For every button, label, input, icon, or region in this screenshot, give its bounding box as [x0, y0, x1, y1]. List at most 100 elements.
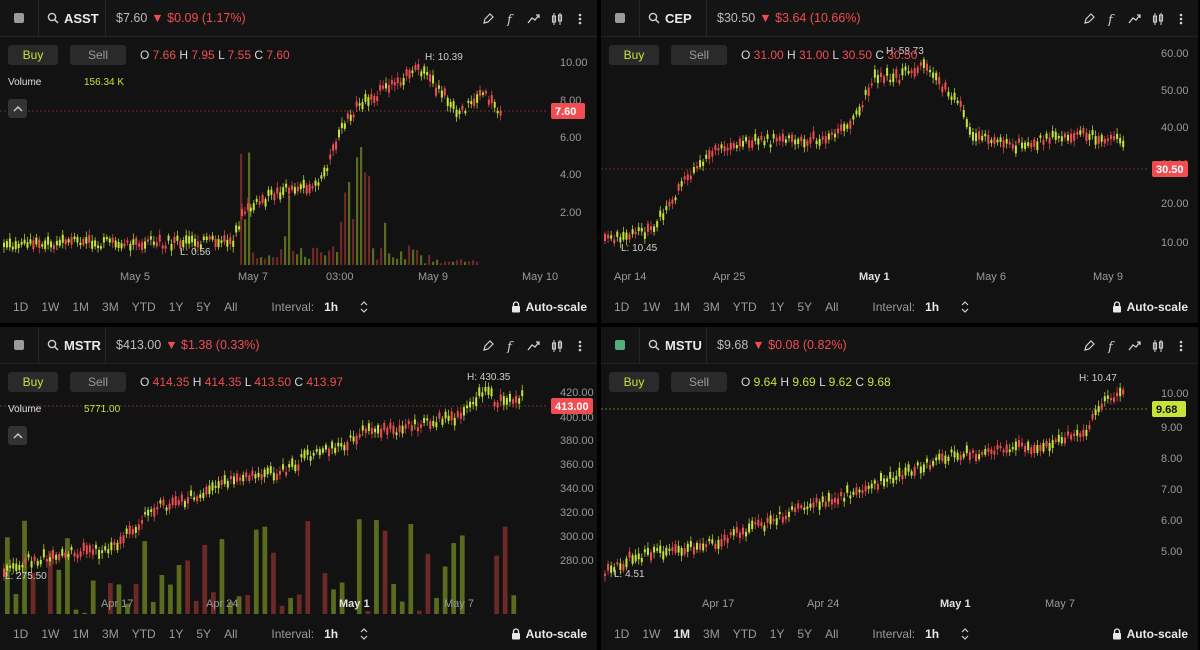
updown-icon[interactable]	[961, 300, 969, 314]
auto-scale-toggle[interactable]: Auto-scale	[1112, 627, 1188, 641]
ohlc-l-value: 30.50	[841, 48, 873, 62]
symbol-search[interactable]: MSTU	[640, 327, 702, 364]
range-5y[interactable]: 5Y	[797, 300, 813, 314]
price-chart[interactable]: H: 10.47 L: 4.51 10.00 9.00 8.00 7.00 6.00 5.00…	[601, 364, 1198, 614]
collapse-button[interactable]	[8, 426, 27, 445]
range-ytd[interactable]: YTD	[732, 627, 757, 641]
candle	[438, 412, 441, 419]
range-1d[interactable]: 1D	[13, 627, 29, 641]
updown-icon[interactable]	[360, 627, 368, 641]
range-1d[interactable]: 1D	[614, 627, 630, 641]
interval-select[interactable]: 1h	[324, 300, 339, 314]
sell-button[interactable]: Sell	[70, 45, 126, 65]
symbol-search[interactable]: CEP	[640, 0, 702, 37]
price-chart[interactable]: H: 58.73L: 10.4560.0050.0040.0030.0020.0…	[601, 37, 1198, 287]
interval-select[interactable]: 1h	[925, 300, 940, 314]
candle	[607, 234, 610, 239]
range-all[interactable]: All	[224, 627, 238, 641]
more-menu-icon[interactable]	[573, 339, 587, 353]
range-1m[interactable]: 1M	[72, 300, 90, 314]
function-icon[interactable]: f	[504, 12, 518, 26]
range-ytd[interactable]: YTD	[131, 300, 156, 314]
y-tick-label: 340.00	[560, 483, 594, 495]
price-chart[interactable]: H: 430.35 L: 275.50 420.00 400.00 380.00 360.…	[0, 364, 597, 614]
range-bar: 1D 1W 1M 3M YTD 1Y 5Y All Interval: 1h Auto-scale	[601, 623, 1198, 645]
candle	[300, 454, 303, 458]
range-1m[interactable]: 1M	[673, 627, 691, 641]
range-1d[interactable]: 1D	[13, 300, 29, 314]
range-5y[interactable]: 5Y	[196, 627, 212, 641]
candle	[604, 233, 606, 242]
range-ytd[interactable]: YTD	[732, 300, 757, 314]
range-all[interactable]: All	[825, 627, 839, 641]
function-icon[interactable]: f	[1105, 339, 1119, 353]
updown-icon[interactable]	[360, 300, 368, 314]
candle	[837, 128, 840, 134]
panel-select-checkbox[interactable]	[14, 13, 24, 23]
auto-scale-toggle[interactable]: Auto-scale	[1112, 300, 1188, 314]
range-1d[interactable]: 1D	[614, 300, 630, 314]
range-1y[interactable]: 1Y	[769, 627, 785, 641]
draw-tool-icon[interactable]	[481, 12, 495, 26]
function-icon[interactable]: f	[504, 339, 518, 353]
range-1m[interactable]: 1M	[673, 300, 691, 314]
interval-select[interactable]: 1h	[324, 627, 339, 641]
panel-select-checkbox[interactable]	[615, 340, 625, 350]
candle-type-icon[interactable]	[1151, 339, 1165, 353]
range-1y[interactable]: 1Y	[168, 627, 184, 641]
candle-type-icon[interactable]	[1151, 12, 1165, 26]
price-chart[interactable]: H: 10.39L: 0.5610.008.006.004.002.007.60…	[0, 37, 597, 287]
trend-icon[interactable]	[1128, 12, 1142, 26]
sell-button[interactable]: Sell	[671, 372, 727, 392]
draw-tool-icon[interactable]	[1082, 339, 1096, 353]
range-all[interactable]: All	[224, 300, 238, 314]
range-3m[interactable]: 3M	[703, 300, 720, 314]
buy-button[interactable]: Buy	[609, 372, 659, 392]
draw-tool-icon[interactable]	[1082, 12, 1096, 26]
candle	[996, 139, 999, 143]
range-5y[interactable]: 5Y	[196, 300, 212, 314]
auto-scale-toggle[interactable]: Auto-scale	[511, 627, 587, 641]
range-1w[interactable]: 1W	[642, 300, 661, 314]
candle-type-icon[interactable]	[550, 12, 564, 26]
range-1m[interactable]: 1M	[72, 627, 90, 641]
collapse-button[interactable]	[8, 99, 27, 118]
range-1y[interactable]: 1Y	[769, 300, 785, 314]
more-menu-icon[interactable]	[573, 12, 587, 26]
range-1y[interactable]: 1Y	[168, 300, 184, 314]
more-menu-icon[interactable]	[1174, 12, 1188, 26]
candle	[469, 401, 472, 408]
trend-icon[interactable]	[527, 339, 541, 353]
more-menu-icon[interactable]	[1174, 339, 1188, 353]
draw-tool-icon[interactable]	[481, 339, 495, 353]
range-1w[interactable]: 1W	[642, 627, 661, 641]
panel-select-checkbox[interactable]	[615, 13, 625, 23]
range-5y[interactable]: 5Y	[797, 627, 813, 641]
sell-button[interactable]: Sell	[70, 372, 126, 392]
interval-select[interactable]: 1h	[925, 627, 940, 641]
function-icon[interactable]: f	[1105, 12, 1119, 26]
ohlc-h-value: 31.00	[799, 48, 830, 62]
range-ytd[interactable]: YTD	[131, 627, 156, 641]
sell-button[interactable]: Sell	[671, 45, 727, 65]
trend-icon[interactable]	[1128, 339, 1142, 353]
updown-icon[interactable]	[961, 627, 969, 641]
auto-scale-toggle[interactable]: Auto-scale	[511, 300, 587, 314]
range-1w[interactable]: 1W	[41, 300, 60, 314]
range-3m[interactable]: 3M	[703, 627, 720, 641]
range-3m[interactable]: 3M	[102, 300, 119, 314]
range-all[interactable]: All	[825, 300, 839, 314]
buy-button[interactable]: Buy	[609, 45, 659, 65]
buy-button[interactable]: Buy	[8, 45, 58, 65]
buy-button[interactable]: Buy	[8, 372, 58, 392]
candle	[1014, 441, 1017, 451]
range-3m[interactable]: 3M	[102, 627, 119, 641]
symbol-search[interactable]: MSTR	[39, 327, 101, 364]
candle-type-icon[interactable]	[550, 339, 564, 353]
trend-icon[interactable]	[527, 12, 541, 26]
symbol-search[interactable]: ASST	[39, 0, 101, 37]
candle	[910, 70, 913, 74]
candle	[450, 411, 453, 421]
panel-select-checkbox[interactable]	[14, 340, 24, 350]
range-1w[interactable]: 1W	[41, 627, 60, 641]
